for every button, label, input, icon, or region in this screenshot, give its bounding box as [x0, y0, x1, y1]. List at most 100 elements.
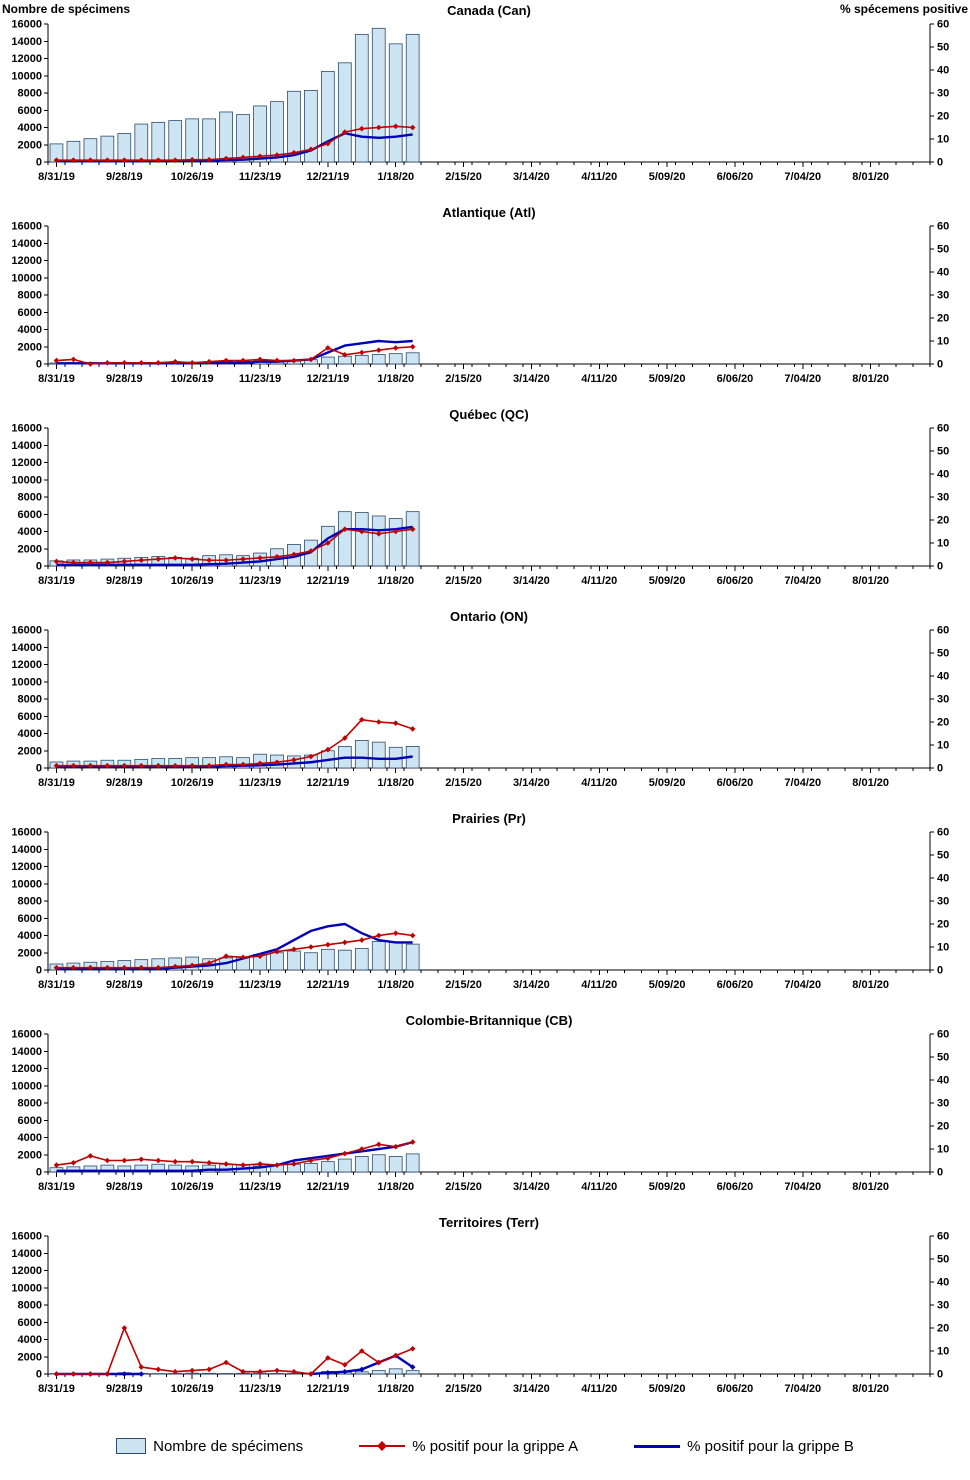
svg-text:11/23/19: 11/23/19: [239, 1383, 281, 1395]
svg-text:11/23/19: 11/23/19: [239, 1181, 281, 1193]
flu-a-line-swatch-icon: [359, 1441, 406, 1451]
diamond-marker-icon: [377, 1441, 388, 1451]
svg-text:60: 60: [937, 1029, 949, 1041]
svg-text:20: 20: [937, 717, 949, 729]
svg-text:16000: 16000: [11, 19, 42, 31]
svg-text:7/04/20: 7/04/20: [784, 373, 821, 385]
svg-text:3/14/20: 3/14/20: [513, 777, 550, 789]
panel-title-terr: Territoires (Terr): [439, 1215, 539, 1230]
svg-text:0: 0: [36, 1369, 42, 1381]
svg-text:30: 30: [937, 694, 949, 706]
svg-text:8/31/19: 8/31/19: [38, 979, 75, 991]
svg-text:0: 0: [36, 965, 42, 977]
svg-text:10000: 10000: [11, 70, 42, 82]
svg-text:30: 30: [937, 1098, 949, 1110]
svg-text:12000: 12000: [11, 659, 42, 671]
panel-title-pr: Prairies (Pr): [452, 811, 526, 826]
chart-panel-can: Canada (Can) Nombre de spécimens % spéceme…: [2, 2, 968, 183]
svg-text:1/18/20: 1/18/20: [377, 1383, 414, 1395]
svg-text:50: 50: [937, 648, 949, 660]
svg-text:4000: 4000: [18, 728, 42, 740]
svg-text:5/09/20: 5/09/20: [649, 1181, 686, 1193]
svg-text:4000: 4000: [18, 1132, 42, 1144]
svg-text:1/18/20: 1/18/20: [377, 777, 414, 789]
svg-text:8000: 8000: [18, 896, 42, 908]
svg-text:6000: 6000: [18, 1115, 42, 1127]
svg-text:10/26/19: 10/26/19: [171, 979, 214, 991]
svg-text:10000: 10000: [11, 676, 42, 688]
legend-label-flu-b: % positif pour la grippe B: [687, 1437, 854, 1455]
svg-text:20: 20: [937, 313, 949, 325]
svg-text:2/15/20: 2/15/20: [445, 373, 482, 385]
svg-text:2000: 2000: [18, 1149, 42, 1161]
left-axis-header: Nombre de spécimens: [2, 2, 130, 16]
svg-text:12/21/19: 12/21/19: [306, 1383, 349, 1395]
svg-text:7/04/20: 7/04/20: [784, 575, 821, 587]
svg-text:0: 0: [937, 763, 943, 775]
svg-text:7/04/20: 7/04/20: [784, 1181, 821, 1193]
specimen-bars: [49, 27, 420, 163]
svg-text:40: 40: [937, 1277, 949, 1289]
svg-text:8/01/20: 8/01/20: [852, 1383, 889, 1395]
svg-text:6/06/20: 6/06/20: [717, 979, 754, 991]
svg-text:40: 40: [937, 65, 949, 77]
legend-item-flu-a: % positif pour la grippe A: [359, 1438, 578, 1455]
svg-text:6/06/20: 6/06/20: [717, 1383, 754, 1395]
svg-text:9/28/19: 9/28/19: [106, 373, 143, 385]
svg-text:10: 10: [937, 134, 949, 146]
svg-text:40: 40: [937, 1075, 949, 1087]
chart-panel-atl: Atlantique (Atl) 0 2000 4000 6000 8000 10000 12…: [11, 205, 949, 385]
svg-text:8/31/19: 8/31/19: [38, 575, 75, 587]
svg-text:14000: 14000: [11, 1248, 42, 1260]
flu-a-markers: [53, 343, 416, 367]
svg-text:5/09/20: 5/09/20: [649, 979, 686, 991]
chart-panel-qc: Québec (QC) 0 2000 4000 6000 8000 10000 12000 14…: [11, 407, 949, 587]
svg-text:2000: 2000: [18, 947, 42, 959]
specimen-bars: [49, 511, 420, 567]
svg-text:11/23/19: 11/23/19: [239, 777, 281, 789]
svg-text:8/01/20: 8/01/20: [852, 373, 889, 385]
svg-text:0: 0: [36, 157, 42, 169]
svg-text:40: 40: [937, 671, 949, 683]
svg-text:50: 50: [937, 1052, 949, 1064]
legend: Nombre de spécimens % positif pour la gr…: [0, 1414, 970, 1478]
svg-text:4000: 4000: [18, 526, 42, 538]
svg-text:50: 50: [937, 42, 949, 54]
svg-text:50: 50: [937, 244, 949, 256]
svg-text:16000: 16000: [11, 827, 42, 839]
legend-item-flu-b: % positif pour la grippe B: [634, 1438, 854, 1455]
svg-text:9/28/19: 9/28/19: [106, 979, 143, 991]
svg-text:0: 0: [937, 157, 943, 169]
svg-text:10000: 10000: [11, 1080, 42, 1092]
svg-text:9/28/19: 9/28/19: [106, 1383, 143, 1395]
svg-text:10: 10: [937, 336, 949, 348]
svg-text:9/28/19: 9/28/19: [106, 777, 143, 789]
svg-text:8/01/20: 8/01/20: [852, 777, 889, 789]
svg-text:9/28/19: 9/28/19: [106, 575, 143, 587]
flu-b-line: [56, 922, 413, 971]
right-axis-header: % spécemens positive: [840, 2, 968, 16]
svg-text:1/18/20: 1/18/20: [377, 575, 414, 587]
svg-text:0: 0: [36, 1167, 42, 1179]
flu-b-line-swatch-icon: [634, 1444, 681, 1448]
svg-text:6000: 6000: [18, 711, 42, 723]
svg-text:4000: 4000: [18, 122, 42, 134]
svg-text:12/21/19: 12/21/19: [306, 575, 349, 587]
panel-title-on: Ontario (ON): [450, 609, 528, 624]
specimen-bars: [49, 941, 420, 971]
specimen-bars: [49, 1153, 420, 1173]
svg-text:12000: 12000: [11, 255, 42, 267]
svg-text:20: 20: [937, 1323, 949, 1335]
svg-text:16000: 16000: [11, 423, 42, 435]
svg-text:14000: 14000: [11, 440, 42, 452]
svg-text:6000: 6000: [18, 509, 42, 521]
svg-text:12000: 12000: [11, 53, 42, 65]
svg-text:30: 30: [937, 1300, 949, 1312]
svg-text:60: 60: [937, 827, 949, 839]
svg-text:3/14/20: 3/14/20: [513, 1181, 550, 1193]
flu-b-line: [56, 132, 413, 163]
svg-text:10: 10: [937, 1346, 949, 1358]
svg-text:5/09/20: 5/09/20: [649, 575, 686, 587]
svg-text:10/26/19: 10/26/19: [171, 575, 214, 587]
svg-text:11/23/19: 11/23/19: [239, 171, 281, 183]
